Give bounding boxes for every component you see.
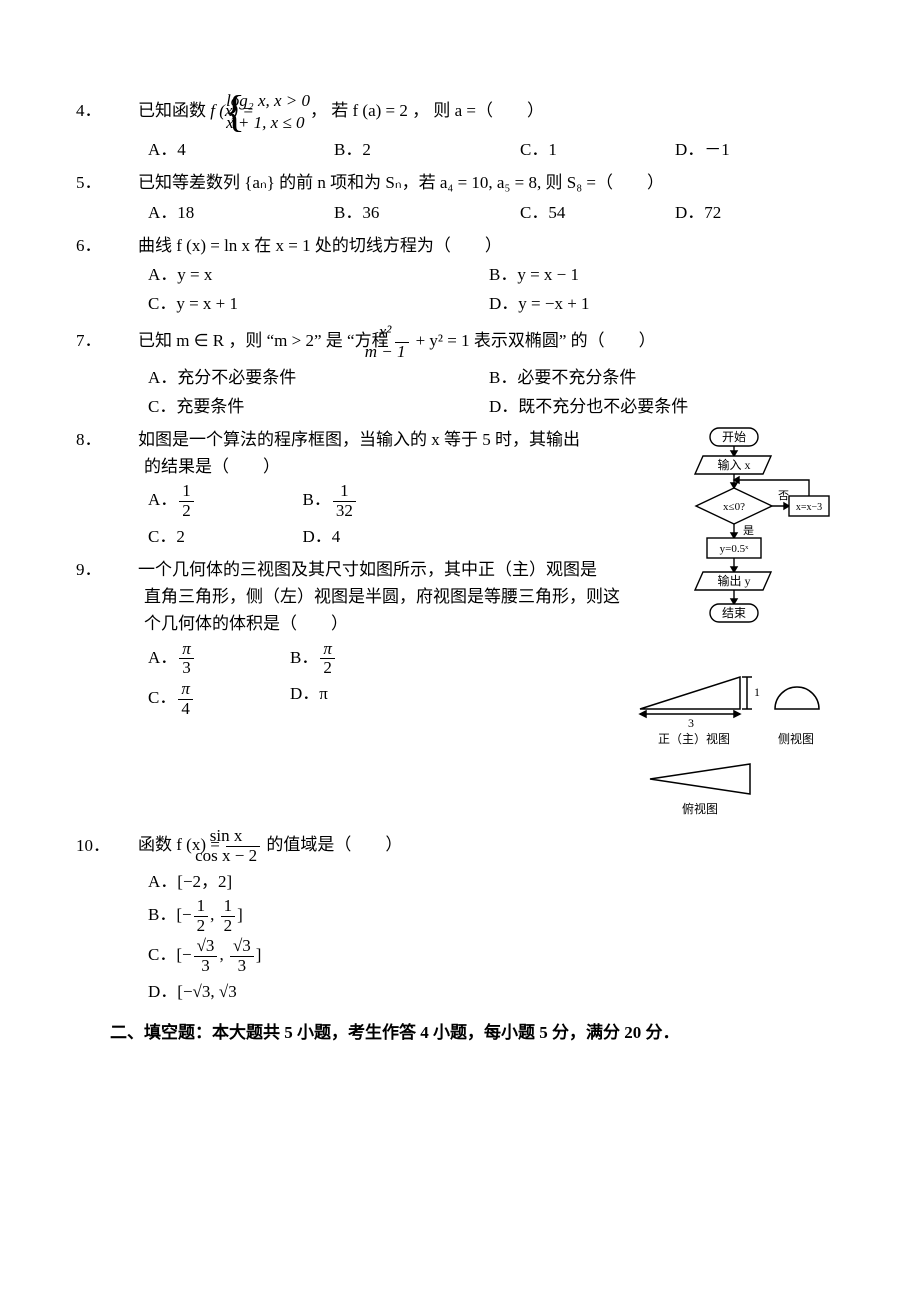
q4-number: 4． xyxy=(110,97,138,124)
q7-choice-B: B．必要不充分条件 xyxy=(489,364,830,391)
q7-number: 7． xyxy=(110,327,138,354)
q5-choice-D: D．72 xyxy=(675,199,830,226)
q10-stem-post: 的值域是（ ） xyxy=(262,836,402,855)
q9-stem-l2-wrap: 直角三角形，侧（左）视图是半圆，府视图是等腰三角形，则这 xyxy=(110,583,830,610)
q5-choice-A: A．18 xyxy=(148,199,334,226)
q7-fraction: x²m − 1 xyxy=(395,323,410,361)
q8-stem-l2-wrap: 的结果是（ ） xyxy=(110,453,830,480)
q8-stem-l1: 如图是一个算法的程序框图，当输入的 x 等于 5 时，其输出 xyxy=(138,430,580,449)
q4-stem-post: ， 若 f (a) = 2 ， 则 a =（ ） xyxy=(310,101,544,120)
q4-case1: log₂ x, x > 0 xyxy=(260,90,310,112)
q6-choice-A: A．y = x xyxy=(148,261,489,288)
q6-stem-text: 曲线 f (x) = ln x 在 x = 1 处的切线方程为（ ） xyxy=(138,236,502,255)
svg-text:正（主）视图: 正（主）视图 xyxy=(658,731,730,746)
q7-frac-num: x² xyxy=(395,323,410,342)
q8-choice-B: B．132 xyxy=(303,482,458,520)
q7-stem: 7．已知 m ∈ R ，则 “m > 2” 是 “方程 x²m − 1 + y²… xyxy=(110,323,830,361)
svg-text:俯视图: 俯视图 xyxy=(682,801,718,816)
q9-choice-A: A．π3 xyxy=(148,640,290,678)
q5-choice-B: B．36 xyxy=(334,199,520,226)
q9-number: 9． xyxy=(110,556,138,583)
question-8: 8．如图是一个算法的程序框图，当输入的 x 等于 5 时，其输出 的结果是（ ）… xyxy=(110,426,830,550)
q7-choice-C: C．充要条件 xyxy=(148,393,489,420)
q10-fraction: sin xcos x − 2 xyxy=(226,827,260,865)
q5-stem-text: 已知等差数列 {aₙ} 的前 n 项和为 Sₙ，若 a₄ = 10, a₅ = … xyxy=(138,173,664,192)
q8-stem: 8．如图是一个算法的程序框图，当输入的 x 等于 5 时，其输出 xyxy=(110,426,830,453)
q4-choice-A: A．4 xyxy=(148,136,334,163)
svg-text:侧视图: 侧视图 xyxy=(778,731,814,746)
q8-choices-row1: A．12 B．132 xyxy=(110,482,647,520)
question-7: 7．已知 m ∈ R ，则 “m > 2” 是 “方程 x²m − 1 + y²… xyxy=(110,323,830,420)
q9-stem: 9．一个几何体的三视图及其尺寸如图所示，其中正（主）观图是 xyxy=(110,556,830,583)
q8-choice-D: D．4 xyxy=(303,523,458,550)
q4-stem: 4．已知函数 f (x) = {log₂ x, x > 0x + 1, x ≤ … xyxy=(110,90,830,134)
q7-stem-post: + y² = 1 表示双椭圆” 的（ ） xyxy=(411,331,655,350)
q7-choice-D: D．既不充分也不必要条件 xyxy=(489,393,830,420)
q7-choices-row1: A．充分不必要条件 B．必要不充分条件 xyxy=(110,364,830,391)
q9-choice-B: B．π2 xyxy=(290,640,432,678)
q7-frac-den: m − 1 xyxy=(395,342,410,362)
q4-choices: A．4 B．2 C．1 D．－1 xyxy=(110,136,830,163)
section-2-heading: 二、填空题：本大题共 5 小题，考生作答 4 小题，每小题 5 分，满分 20 … xyxy=(110,1019,830,1046)
q7-choice-A: A．充分不必要条件 xyxy=(148,364,489,391)
q6-choices-row2: C．y = x + 1 D．y = −x + 1 xyxy=(110,290,830,317)
q9-stem-l1: 一个几何体的三视图及其尺寸如图所示，其中正（主）观图是 xyxy=(138,560,597,579)
q5-number: 5． xyxy=(110,169,138,196)
q7-stem-pre: 已知 m ∈ R ，则 “m > 2” 是 “方程 xyxy=(138,331,393,350)
q4-case2: x + 1, x ≤ 0 xyxy=(260,112,310,134)
q4-choice-C: C．1 xyxy=(520,136,675,163)
q10-choice-A: A．[−2，2] xyxy=(110,868,830,895)
q8-choices-row2: C．2 D．4 xyxy=(110,523,647,550)
q4-piecewise: {log₂ x, x > 0x + 1, x ≤ 0 xyxy=(258,90,310,134)
q10-choice-B: B．[−12, 12] xyxy=(110,897,830,935)
q6-choice-D: D．y = −x + 1 xyxy=(489,290,830,317)
q10-choice-D: D．[−√3, √3 xyxy=(110,978,830,1005)
question-4: 4．已知函数 f (x) = {log₂ x, x > 0x + 1, x ≤ … xyxy=(110,90,830,163)
question-6: 6．曲线 f (x) = ln x 在 x = 1 处的切线方程为（ ） A．y… xyxy=(110,232,830,318)
q9-choices-row2: C．π4 D．π xyxy=(110,680,622,718)
q6-number: 6． xyxy=(110,232,138,259)
svg-text:3: 3 xyxy=(688,716,694,730)
q4-stem-pre: 已知函数 xyxy=(138,101,210,120)
q6-stem: 6．曲线 f (x) = ln x 在 x = 1 处的切线方程为（ ） xyxy=(110,232,830,259)
question-10: 10．函数 f (x) = sin xcos x − 2 的值域是（ ） A．[… xyxy=(110,827,830,1005)
q6-choice-C: C．y = x + 1 xyxy=(148,290,489,317)
q9-stem-l3-wrap: 个几何体的体积是（ ） xyxy=(110,610,830,637)
question-9: 9．一个几何体的三视图及其尺寸如图所示，其中正（主）观图是 直角三角形，侧（左）… xyxy=(110,556,830,718)
q7-choices-row2: C．充要条件 D．既不充分也不必要条件 xyxy=(110,393,830,420)
q8-choice-C: C．2 xyxy=(148,523,303,550)
q9-choices-row1: A．π3 B．π2 xyxy=(110,640,622,678)
q5-choice-C: C．54 xyxy=(520,199,675,226)
q4-choice-B: B．2 xyxy=(334,136,520,163)
q10-stem: 10．函数 f (x) = sin xcos x − 2 的值域是（ ） xyxy=(110,827,830,865)
q8-number: 8． xyxy=(110,426,138,453)
q5-stem: 5．已知等差数列 {aₙ} 的前 n 项和为 Sₙ，若 a₄ = 10, a₅ … xyxy=(110,169,830,196)
q10-choice-C: C．[−√33, √33] xyxy=(110,937,830,975)
q5-choices: A．18 B．36 C．54 D．72 xyxy=(110,199,830,226)
q10-number: 10． xyxy=(110,832,138,859)
q6-choice-B: B．y = x − 1 xyxy=(489,261,830,288)
q8-choice-A: A．12 xyxy=(148,482,303,520)
q9-choice-C: C．π4 xyxy=(148,680,290,718)
q4-choice-D: D．－1 xyxy=(675,136,830,163)
q8-stem-l2: 的结果是（ ） xyxy=(144,457,280,476)
question-5: 5．已知等差数列 {aₙ} 的前 n 项和为 Sₙ，若 a₄ = 10, a₅ … xyxy=(110,169,830,225)
q9-choice-D: D．π xyxy=(290,680,432,718)
q6-choices-row1: A．y = x B．y = x − 1 xyxy=(110,261,830,288)
